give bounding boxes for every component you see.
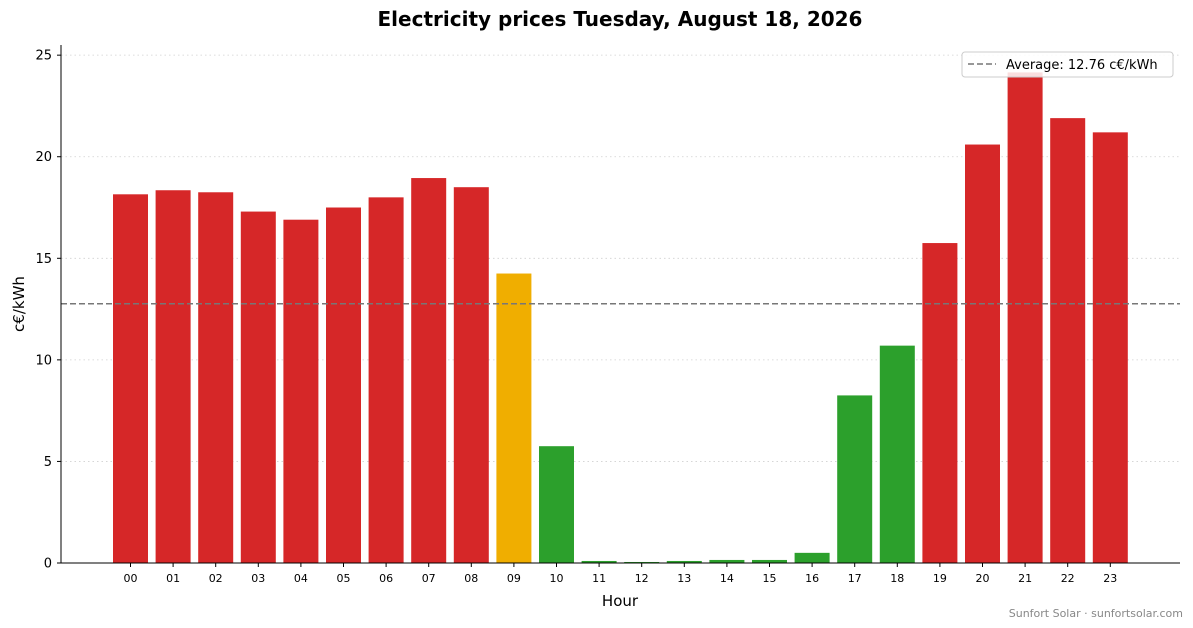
bar-hour-11 xyxy=(581,560,617,563)
x-tick-label: 02 xyxy=(209,572,223,585)
x-tick-label: 08 xyxy=(464,572,478,585)
y-tick-label: 10 xyxy=(35,353,52,368)
legend-box xyxy=(961,51,1174,78)
bar-hour-01 xyxy=(155,190,191,563)
x-tick-label: 18 xyxy=(890,572,904,585)
y-tick-label: 25 xyxy=(35,49,52,64)
bar-hour-04 xyxy=(283,219,319,563)
x-tick-label: 05 xyxy=(337,572,351,585)
x-tick-label: 14 xyxy=(720,572,734,585)
bar-hour-03 xyxy=(240,211,276,563)
x-tick-label: 23 xyxy=(1103,572,1117,585)
x-tick-label: 20 xyxy=(976,572,990,585)
bar-hour-23 xyxy=(1092,132,1128,564)
y-tick-label: 5 xyxy=(44,455,52,470)
x-tick-label: 10 xyxy=(550,572,564,585)
bar-hour-15 xyxy=(752,559,787,563)
bar-hour-19 xyxy=(922,243,958,563)
x-tick-label: 00 xyxy=(124,572,138,585)
bar-hour-16 xyxy=(794,552,830,563)
bar-hour-09 xyxy=(496,273,532,563)
footer-credit: Sunfort Solar · sunfortsolar.com xyxy=(1009,607,1183,620)
y-tick-label: 0 xyxy=(44,557,52,572)
bar-hour-07 xyxy=(411,178,447,563)
bar-hour-08 xyxy=(453,187,489,563)
x-tick-label: 22 xyxy=(1061,572,1075,585)
x-tick-label: 17 xyxy=(848,572,862,585)
x-tick-label: 01 xyxy=(166,572,180,585)
x-tick-label: 11 xyxy=(592,572,606,585)
y-tick-label: 15 xyxy=(35,252,52,267)
x-tick-label: 16 xyxy=(805,572,819,585)
y-axis-label: c€/kWh xyxy=(10,276,28,332)
legend: Average: 12.76 c€/kWh xyxy=(961,51,1174,78)
bar-hour-05 xyxy=(326,207,361,563)
x-tick-label: 21 xyxy=(1018,572,1032,585)
y-ticks: 0 5 10 15 20 25 xyxy=(35,49,61,572)
x-axis-label: Hour xyxy=(602,592,639,610)
x-ticks: 00 01 02 03 04 05 06 07 08 09 10 11 12 13 14 15 16 17 18 19… xyxy=(124,563,1117,585)
bar-group xyxy=(113,72,1128,564)
bar-hour-20 xyxy=(965,144,1000,563)
chart-title: Electricity prices Tuesday, August 18, 2… xyxy=(378,7,863,31)
x-tick-label: 09 xyxy=(507,572,521,585)
x-tick-label: 15 xyxy=(763,572,777,585)
bar-hour-22 xyxy=(1050,118,1086,564)
y-tick-label: 20 xyxy=(35,150,52,165)
legend-average-label: Average: 12.76 c€/kWh xyxy=(1006,58,1158,73)
bar-hour-00 xyxy=(113,194,148,563)
bar-hour-14 xyxy=(709,559,745,563)
bar-hour-13 xyxy=(666,560,702,563)
bar-hour-12 xyxy=(624,561,660,563)
bar-hour-10 xyxy=(539,446,574,563)
x-tick-label: 07 xyxy=(422,572,436,585)
bar-hour-06 xyxy=(368,197,404,563)
x-tick-label: 06 xyxy=(379,572,393,585)
bar-hour-18 xyxy=(879,345,915,563)
x-tick-label: 04 xyxy=(294,572,308,585)
x-tick-label: 19 xyxy=(933,572,947,585)
bar-hour-02 xyxy=(198,192,234,563)
x-tick-label: 13 xyxy=(677,572,691,585)
bar-hour-17 xyxy=(837,395,873,563)
x-tick-label: 03 xyxy=(251,572,265,585)
bar-hour-21 xyxy=(1007,72,1043,564)
x-tick-label: 12 xyxy=(635,572,649,585)
